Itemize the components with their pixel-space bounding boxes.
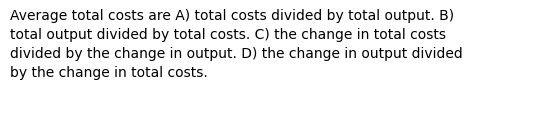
Text: Average total costs are A) total costs divided by total output. B)
total output : Average total costs are A) total costs d… [10, 9, 463, 80]
